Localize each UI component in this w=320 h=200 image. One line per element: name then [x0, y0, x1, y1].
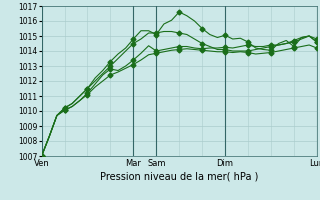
X-axis label: Pression niveau de la mer( hPa ): Pression niveau de la mer( hPa ) [100, 172, 258, 182]
